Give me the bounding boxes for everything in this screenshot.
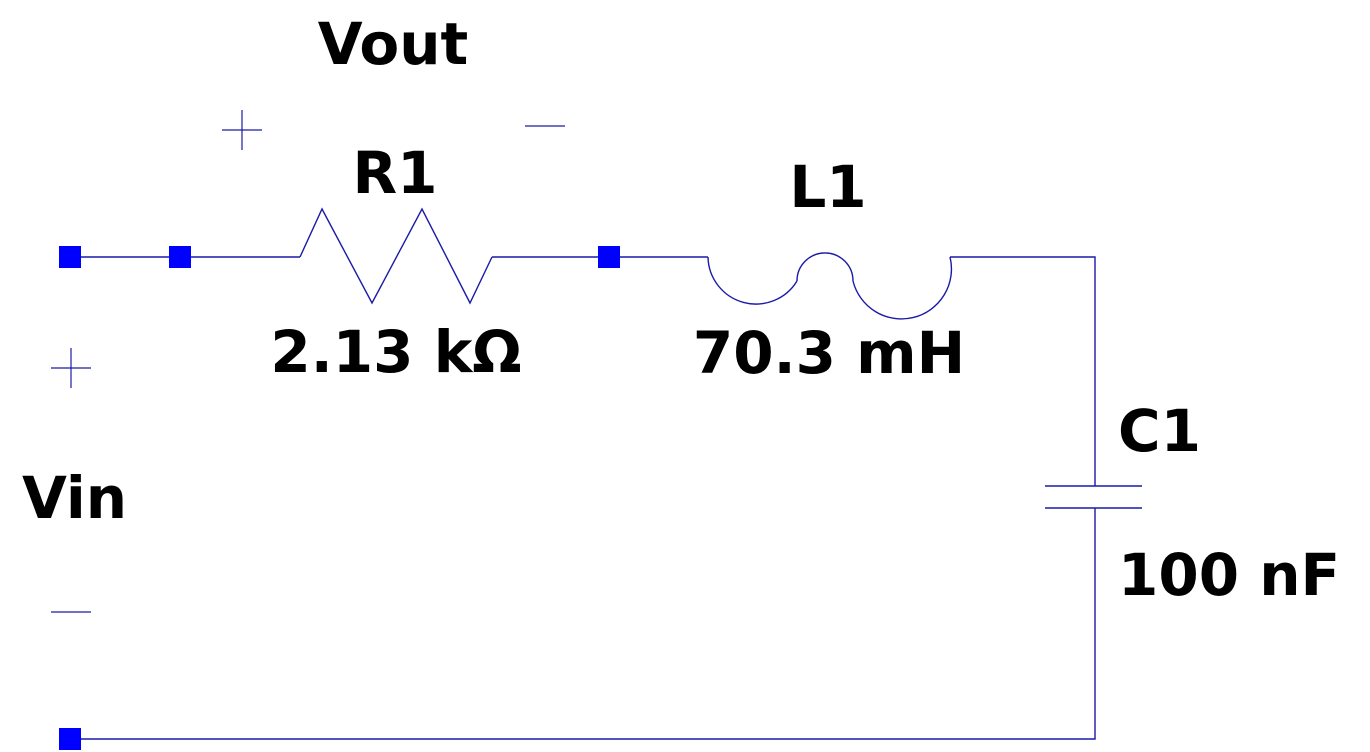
wire-inductor-to-capacitor <box>950 256 1096 486</box>
node-vin-top[interactable] <box>59 246 81 268</box>
vin-label: Vin <box>22 464 127 532</box>
vin-plus-sign <box>51 348 91 388</box>
capacitor-value-label: 100 nF <box>1118 541 1340 609</box>
inductor-ref-label: L1 <box>789 153 866 221</box>
resistor-symbol <box>299 207 493 305</box>
inductor-value-label: 70.3 mH <box>693 319 965 387</box>
vout-plus-sign <box>222 110 262 150</box>
capacitor-symbol <box>1045 485 1142 509</box>
wire-capacitor-to-ground <box>70 508 1096 740</box>
node-vin-bottom[interactable] <box>59 728 81 750</box>
resistor-value-label: 2.13 kΩ <box>270 318 521 386</box>
vout-label: Vout <box>318 10 469 78</box>
inductor-symbol <box>707 252 953 320</box>
node-vout-minus[interactable] <box>598 246 620 268</box>
node-vout-plus[interactable] <box>169 246 191 268</box>
resistor-ref-label: R1 <box>352 139 437 207</box>
capacitor-ref-label: C1 <box>1118 397 1201 465</box>
